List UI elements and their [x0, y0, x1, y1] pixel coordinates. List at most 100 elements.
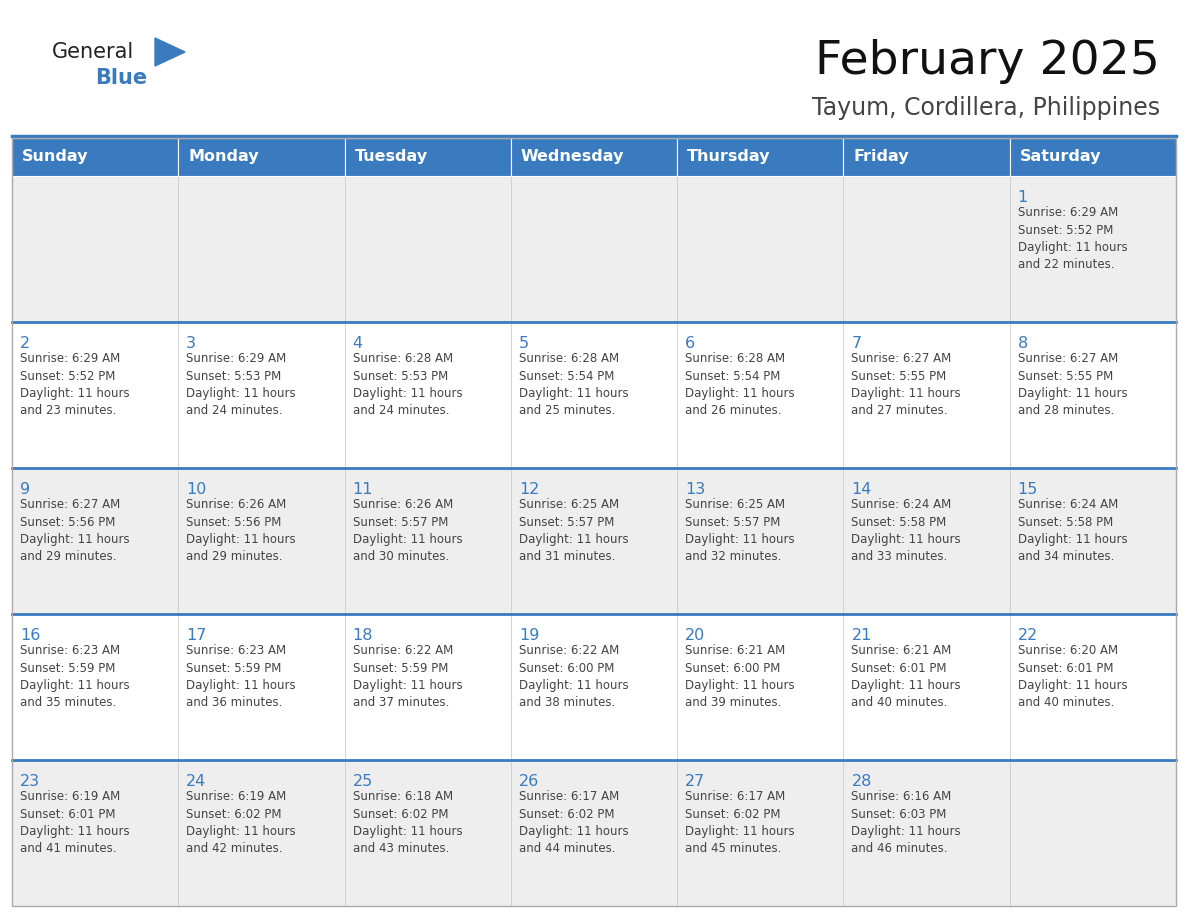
Bar	[511, 614, 677, 760]
Text: Sunrise: 6:28 AM
Sunset: 5:54 PM
Daylight: 11 hours
and 26 minutes.: Sunrise: 6:28 AM Sunset: 5:54 PM Dayligh…	[685, 352, 795, 418]
Text: Sunrise: 6:28 AM
Sunset: 5:54 PM
Daylight: 11 hours
and 25 minutes.: Sunrise: 6:28 AM Sunset: 5:54 PM Dayligh…	[519, 352, 628, 418]
Text: 8: 8	[1018, 336, 1028, 351]
Bar	[345, 468, 511, 614]
Bar	[511, 760, 677, 906]
Text: 24: 24	[187, 774, 207, 789]
Text: Sunrise: 6:27 AM
Sunset: 5:55 PM
Daylight: 11 hours
and 28 minutes.: Sunrise: 6:27 AM Sunset: 5:55 PM Dayligh…	[1018, 352, 1127, 418]
Bar	[677, 614, 843, 760]
Text: Thursday: Thursday	[687, 150, 771, 164]
Bar	[12, 322, 178, 468]
Bar	[12, 138, 1176, 906]
Bar	[178, 322, 345, 468]
Bar	[12, 614, 178, 760]
Bar	[677, 322, 843, 468]
Text: Sunrise: 6:26 AM
Sunset: 5:57 PM
Daylight: 11 hours
and 30 minutes.: Sunrise: 6:26 AM Sunset: 5:57 PM Dayligh…	[353, 498, 462, 564]
Text: Friday: Friday	[853, 150, 909, 164]
Text: Sunrise: 6:27 AM
Sunset: 5:56 PM
Daylight: 11 hours
and 29 minutes.: Sunrise: 6:27 AM Sunset: 5:56 PM Dayligh…	[20, 498, 129, 564]
Text: 4: 4	[353, 336, 362, 351]
Bar	[345, 322, 511, 468]
Text: 3: 3	[187, 336, 196, 351]
Text: 9: 9	[20, 482, 30, 497]
Text: Sunrise: 6:25 AM
Sunset: 5:57 PM
Daylight: 11 hours
and 31 minutes.: Sunrise: 6:25 AM Sunset: 5:57 PM Dayligh…	[519, 498, 628, 564]
Text: Sunrise: 6:19 AM
Sunset: 6:02 PM
Daylight: 11 hours
and 42 minutes.: Sunrise: 6:19 AM Sunset: 6:02 PM Dayligh…	[187, 790, 296, 856]
Text: 14: 14	[852, 482, 872, 497]
Text: Sunrise: 6:21 AM
Sunset: 6:00 PM
Daylight: 11 hours
and 39 minutes.: Sunrise: 6:21 AM Sunset: 6:00 PM Dayligh…	[685, 644, 795, 710]
Bar	[1010, 468, 1176, 614]
Text: Sunrise: 6:29 AM
Sunset: 5:52 PM
Daylight: 11 hours
and 22 minutes.: Sunrise: 6:29 AM Sunset: 5:52 PM Dayligh…	[1018, 206, 1127, 272]
Bar	[345, 760, 511, 906]
Text: Sunrise: 6:28 AM
Sunset: 5:53 PM
Daylight: 11 hours
and 24 minutes.: Sunrise: 6:28 AM Sunset: 5:53 PM Dayligh…	[353, 352, 462, 418]
Text: 11: 11	[353, 482, 373, 497]
Bar	[178, 138, 345, 176]
Bar	[843, 468, 1010, 614]
Text: Sunrise: 6:23 AM
Sunset: 5:59 PM
Daylight: 11 hours
and 36 minutes.: Sunrise: 6:23 AM Sunset: 5:59 PM Dayligh…	[187, 644, 296, 710]
Text: Monday: Monday	[188, 150, 259, 164]
Text: Sunrise: 6:17 AM
Sunset: 6:02 PM
Daylight: 11 hours
and 45 minutes.: Sunrise: 6:17 AM Sunset: 6:02 PM Dayligh…	[685, 790, 795, 856]
Text: 23: 23	[20, 774, 40, 789]
Text: Wednesday: Wednesday	[520, 150, 624, 164]
Text: 25: 25	[353, 774, 373, 789]
Bar	[511, 322, 677, 468]
Text: Sunday: Sunday	[23, 150, 88, 164]
Text: 27: 27	[685, 774, 706, 789]
Text: 26: 26	[519, 774, 539, 789]
Text: 22: 22	[1018, 628, 1038, 643]
Text: 20: 20	[685, 628, 706, 643]
Bar	[1010, 760, 1176, 906]
Text: 5: 5	[519, 336, 529, 351]
Text: February 2025: February 2025	[815, 39, 1159, 84]
Bar	[511, 138, 677, 176]
Text: Sunrise: 6:17 AM
Sunset: 6:02 PM
Daylight: 11 hours
and 44 minutes.: Sunrise: 6:17 AM Sunset: 6:02 PM Dayligh…	[519, 790, 628, 856]
Bar	[12, 468, 178, 614]
Bar	[12, 138, 178, 176]
Polygon shape	[154, 38, 185, 66]
Text: 15: 15	[1018, 482, 1038, 497]
Bar	[843, 176, 1010, 322]
Text: Sunrise: 6:29 AM
Sunset: 5:52 PM
Daylight: 11 hours
and 23 minutes.: Sunrise: 6:29 AM Sunset: 5:52 PM Dayligh…	[20, 352, 129, 418]
Text: 19: 19	[519, 628, 539, 643]
Text: 18: 18	[353, 628, 373, 643]
Text: 6: 6	[685, 336, 695, 351]
Bar	[511, 468, 677, 614]
Bar	[1010, 614, 1176, 760]
Bar	[843, 614, 1010, 760]
Text: 28: 28	[852, 774, 872, 789]
Text: Sunrise: 6:26 AM
Sunset: 5:56 PM
Daylight: 11 hours
and 29 minutes.: Sunrise: 6:26 AM Sunset: 5:56 PM Dayligh…	[187, 498, 296, 564]
Text: Saturday: Saturday	[1019, 150, 1101, 164]
Bar	[843, 138, 1010, 176]
Bar	[345, 614, 511, 760]
Bar	[345, 176, 511, 322]
Text: Sunrise: 6:22 AM
Sunset: 5:59 PM
Daylight: 11 hours
and 37 minutes.: Sunrise: 6:22 AM Sunset: 5:59 PM Dayligh…	[353, 644, 462, 710]
Text: 16: 16	[20, 628, 40, 643]
Text: Sunrise: 6:25 AM
Sunset: 5:57 PM
Daylight: 11 hours
and 32 minutes.: Sunrise: 6:25 AM Sunset: 5:57 PM Dayligh…	[685, 498, 795, 564]
Text: 21: 21	[852, 628, 872, 643]
Text: 17: 17	[187, 628, 207, 643]
Text: Tayum, Cordillera, Philippines: Tayum, Cordillera, Philippines	[811, 96, 1159, 120]
Text: Sunrise: 6:21 AM
Sunset: 6:01 PM
Daylight: 11 hours
and 40 minutes.: Sunrise: 6:21 AM Sunset: 6:01 PM Dayligh…	[852, 644, 961, 710]
Bar	[843, 322, 1010, 468]
Bar	[345, 138, 511, 176]
Text: 7: 7	[852, 336, 861, 351]
Text: Sunrise: 6:24 AM
Sunset: 5:58 PM
Daylight: 11 hours
and 33 minutes.: Sunrise: 6:24 AM Sunset: 5:58 PM Dayligh…	[852, 498, 961, 564]
Text: Sunrise: 6:23 AM
Sunset: 5:59 PM
Daylight: 11 hours
and 35 minutes.: Sunrise: 6:23 AM Sunset: 5:59 PM Dayligh…	[20, 644, 129, 710]
Text: General: General	[52, 42, 134, 62]
Bar	[178, 468, 345, 614]
Bar	[511, 176, 677, 322]
Bar	[677, 760, 843, 906]
Text: Sunrise: 6:19 AM
Sunset: 6:01 PM
Daylight: 11 hours
and 41 minutes.: Sunrise: 6:19 AM Sunset: 6:01 PM Dayligh…	[20, 790, 129, 856]
Bar	[677, 138, 843, 176]
Text: Sunrise: 6:29 AM
Sunset: 5:53 PM
Daylight: 11 hours
and 24 minutes.: Sunrise: 6:29 AM Sunset: 5:53 PM Dayligh…	[187, 352, 296, 418]
Text: Sunrise: 6:27 AM
Sunset: 5:55 PM
Daylight: 11 hours
and 27 minutes.: Sunrise: 6:27 AM Sunset: 5:55 PM Dayligh…	[852, 352, 961, 418]
Text: Sunrise: 6:20 AM
Sunset: 6:01 PM
Daylight: 11 hours
and 40 minutes.: Sunrise: 6:20 AM Sunset: 6:01 PM Dayligh…	[1018, 644, 1127, 710]
Text: 2: 2	[20, 336, 30, 351]
Bar	[1010, 176, 1176, 322]
Text: Sunrise: 6:18 AM
Sunset: 6:02 PM
Daylight: 11 hours
and 43 minutes.: Sunrise: 6:18 AM Sunset: 6:02 PM Dayligh…	[353, 790, 462, 856]
Bar	[178, 176, 345, 322]
Text: 1: 1	[1018, 190, 1028, 205]
Text: Sunrise: 6:24 AM
Sunset: 5:58 PM
Daylight: 11 hours
and 34 minutes.: Sunrise: 6:24 AM Sunset: 5:58 PM Dayligh…	[1018, 498, 1127, 564]
Text: Sunrise: 6:22 AM
Sunset: 6:00 PM
Daylight: 11 hours
and 38 minutes.: Sunrise: 6:22 AM Sunset: 6:00 PM Dayligh…	[519, 644, 628, 710]
Text: Tuesday: Tuesday	[354, 150, 428, 164]
Text: Sunrise: 6:16 AM
Sunset: 6:03 PM
Daylight: 11 hours
and 46 minutes.: Sunrise: 6:16 AM Sunset: 6:03 PM Dayligh…	[852, 790, 961, 856]
Text: 12: 12	[519, 482, 539, 497]
Bar	[178, 614, 345, 760]
